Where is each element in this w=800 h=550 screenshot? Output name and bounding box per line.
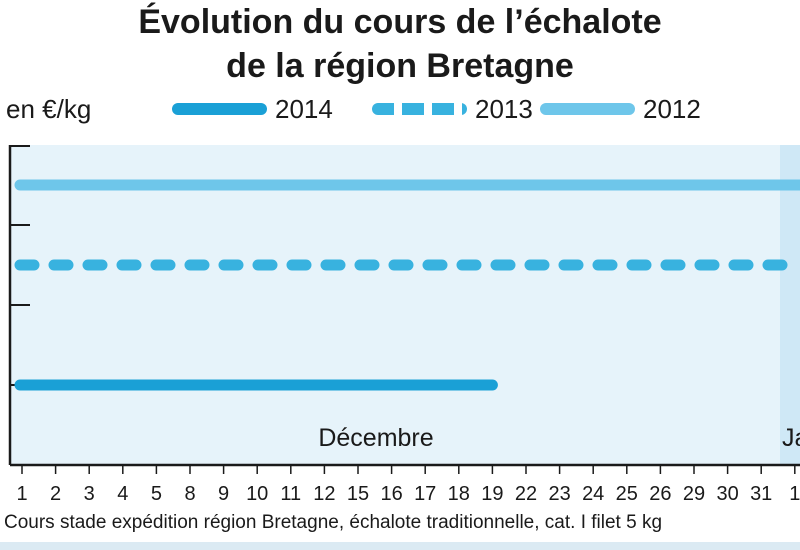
month-shade-january [780, 145, 800, 465]
x-tick-label: 9 [218, 483, 229, 505]
x-tick-label: 10 [246, 483, 268, 505]
legend-item-2013: 2013 [372, 92, 533, 126]
month-label-decembre: Décembre [318, 424, 433, 452]
x-tick-label: 23 [548, 483, 570, 505]
x-tick-label: 5 [151, 483, 162, 505]
legend-label-2014: 2014 [275, 93, 333, 124]
x-tick-label: 26 [649, 483, 671, 505]
month-label-janvier: Janv [782, 424, 800, 452]
x-tick-label: 19 [481, 483, 503, 505]
legend-item-2012: 2012 [540, 92, 701, 126]
x-tick-label: 18 [448, 483, 470, 505]
x-tick-label: 3 [84, 483, 95, 505]
chart-title-line-2: de la région Bretagne [226, 47, 574, 85]
legend-swatch-2012 [540, 103, 635, 115]
x-tick-label: 25 [616, 483, 638, 505]
x-tick-label: 29 [683, 483, 705, 505]
x-tick-label: 11 [280, 483, 301, 505]
legend-swatch-2014 [172, 103, 267, 115]
x-tick-label: 1 [789, 483, 800, 505]
legend-label-2012: 2012 [643, 93, 701, 124]
x-tick-label: 4 [117, 483, 128, 505]
x-tick-label: 30 [716, 483, 738, 505]
legend-label-2013: 2013 [475, 93, 533, 124]
x-tick-label: 8 [184, 483, 195, 505]
line-chart: 1 2 3 4 5 8 9 10 11 12 15 16 17 18 19 22 23 24 25 26 29 30 31 1… [8, 145, 800, 505]
bottom-bar [0, 542, 800, 550]
plot-area [10, 145, 800, 465]
x-tick-label: 16 [380, 483, 402, 505]
x-tick-label: 2 [50, 483, 61, 505]
x-tick-label: 17 [414, 483, 436, 505]
source-note: Cours stade expédition région Bretagne, … [4, 512, 663, 533]
legend-swatch-2013 [372, 103, 467, 115]
x-tick-label: 24 [582, 483, 604, 505]
y-unit-label: en €/kg [6, 94, 92, 124]
x-tick-label: 31 [750, 483, 772, 505]
legend-item-2014: 2014 [172, 92, 333, 126]
x-tick-label: 22 [515, 483, 537, 505]
x-tick-label: 1 [16, 483, 27, 505]
x-tick-label: 12 [313, 483, 335, 505]
chart-title-line-1: Évolution du cours de l’échalote [138, 3, 662, 41]
chart-title: Évolution du cours de l’échalote de la r… [0, 0, 800, 88]
x-tick-label: 15 [347, 483, 369, 505]
